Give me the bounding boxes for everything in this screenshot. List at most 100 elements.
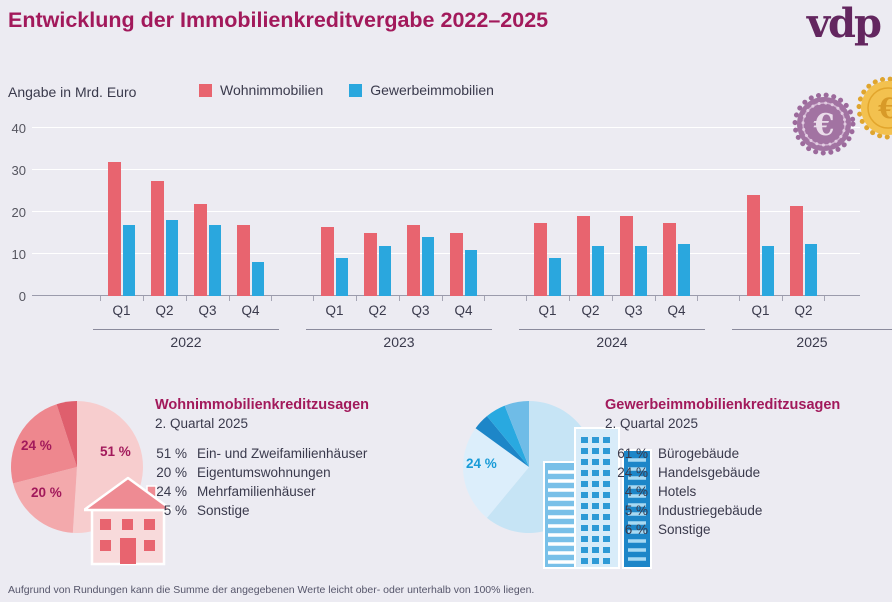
pie-slice-Mehrfamilienhäuser	[11, 404, 77, 484]
bar-gewerbe-2023-q2	[379, 245, 391, 296]
breakdown-pct: 20 %	[156, 465, 187, 480]
quarter-label: Q1	[751, 303, 770, 318]
bar-gewerbe-2024-q4	[678, 243, 690, 296]
breakdown-row: 51 % Ein- und Zweifamilienhäuser	[155, 444, 455, 463]
bar-wohn-2022-q1	[108, 161, 121, 296]
pie-slice-Sonstige	[56, 401, 77, 467]
quarter-2023-q2: Q2	[356, 120, 399, 318]
year-group-2023: Q1 Q2 Q3 Q4 2023	[306, 120, 492, 350]
breakdown-row: 4 % Hotels	[605, 482, 892, 501]
gridline	[32, 253, 860, 254]
bar-wohn-2024-q1	[534, 222, 547, 296]
bar-gewerbe-2025-q1	[762, 245, 774, 296]
gewerbe-breakdown-subtitle: 2. Quartal 2025	[605, 416, 699, 431]
legend-item-gewerbeimmobilien: Gewerbeimmobilien	[349, 82, 494, 98]
quarter-label: Q1	[538, 303, 557, 318]
gewerbe-pie-label-24: 24 %	[466, 456, 497, 471]
year-label: 2023	[383, 334, 415, 350]
quarter-2024-q2: Q2	[569, 120, 612, 318]
breakdown-name: Eigentumswohnungen	[197, 465, 331, 480]
wohn-breakdown-heading: Wohnimmobilienkreditzusagen	[155, 397, 370, 413]
svg-text:€: €	[877, 92, 892, 125]
quarter-2025-q2: Q2	[782, 120, 825, 318]
bar-wohn-2025-q2	[790, 205, 803, 296]
footnote: Aufgrund von Rundungen kann die Summe de…	[8, 584, 535, 596]
wohn-breakdown-block: Wohnimmobilienkreditzusagen 2. Quartal 2…	[155, 397, 455, 520]
quarter-2022-q4: Q4	[229, 120, 272, 318]
bar-wohn-2023-q3	[407, 224, 420, 296]
bar-wohn-2022-q4	[237, 224, 250, 296]
legend-label-gewerbeimmobilien: Gewerbeimmobilien	[370, 82, 494, 98]
quarter-label: Q1	[112, 303, 131, 318]
quarter-label: Q1	[325, 303, 344, 318]
pie-slice-Hotels	[475, 416, 529, 467]
bar-wohn-2024-q3	[620, 216, 633, 296]
quarter-label: Q4	[667, 303, 686, 318]
gold-coin-icon: €	[856, 76, 892, 140]
legend-swatch-blue	[349, 83, 363, 97]
breakdown-row: 6 % Sonstige	[605, 520, 892, 539]
quarter-label: Q2	[368, 303, 387, 318]
gewerbe-breakdown-block: Gewerbeimmobilienkreditzusagen 2. Quarta…	[605, 397, 892, 539]
bar-gewerbe-2023-q4	[465, 249, 477, 296]
quarter-2023-q4: Q4	[442, 120, 485, 318]
breakdown-pct: 61 %	[617, 446, 648, 461]
quarter-2023-q1: Q1	[313, 120, 356, 318]
y-axis-tick-label: 20	[11, 205, 26, 220]
year-label: 2025	[796, 334, 828, 350]
legend-item-wohnimmobilien: Wohnimmobilien	[199, 82, 323, 98]
gridline	[32, 169, 860, 170]
year-label: 2024	[596, 334, 628, 350]
breakdown-row: 20 % Eigentumswohnungen	[155, 463, 455, 482]
quarter-label: Q3	[624, 303, 643, 318]
breakdown-name: Sonstige	[658, 522, 711, 537]
bar-gewerbe-2024-q2	[592, 245, 604, 296]
breakdown-row: 24 % Handelsgebäude	[605, 463, 892, 482]
bar-wohn-2023-q1	[321, 226, 334, 296]
bar-wohn-2022-q2	[151, 180, 164, 296]
gridline	[32, 211, 860, 212]
year-label: 2022	[170, 334, 202, 350]
quarter-2022-q3: Q3	[186, 120, 229, 318]
bar-gewerbe-2023-q3	[422, 237, 434, 296]
breakdown-pct: 5 %	[163, 503, 187, 518]
bar-gewerbe-2023-q1	[336, 258, 348, 296]
quarter-2023-q3: Q3	[399, 120, 442, 318]
pie-slice-Industriegebäude	[486, 405, 529, 467]
breakdown-row: 61 % Bürogebäude	[605, 444, 892, 463]
year-group-2025: Q1 Q2 2025	[732, 120, 892, 350]
breakdown-pct: 5 %	[624, 503, 648, 518]
bottom-strip	[0, 602, 892, 611]
breakdown-pct: 24 %	[156, 484, 187, 499]
quarter-2025-q1: Q1	[739, 120, 782, 318]
y-axis-tick-label: 30	[11, 163, 26, 178]
year-axis-line	[732, 329, 892, 330]
x-axis-line	[32, 295, 860, 296]
year-group-2022: Q1 Q2 Q3 Q4 2022	[93, 120, 279, 350]
bar-chart: 0 10 20 30 40 Q1 Q2 Q3 Q4 2022 Q1 Q2 Q3 Q4 2023 Q1 Q2 Q3 Q…	[12, 120, 892, 350]
breakdown-pct: 24 %	[617, 465, 648, 480]
breakdown-row: 5 % Industriegebäude	[605, 501, 892, 520]
quarter-2022-q2: Q2	[143, 120, 186, 318]
bar-wohn-2023-q2	[364, 233, 377, 296]
bar-gewerbe-2022-q2	[166, 220, 178, 296]
breakdown-name: Bürogebäude	[658, 446, 740, 461]
y-axis-tick-label: 0	[18, 289, 26, 304]
bar-gewerbe-2022-q1	[123, 224, 135, 296]
quarter-label: Q2	[794, 303, 813, 318]
pie-slice-Sonstige	[504, 401, 529, 467]
bar-gewerbe-2022-q3	[209, 224, 221, 296]
pie-slice-Handelsgebäude	[463, 428, 529, 518]
bar-gewerbe-2022-q4	[252, 262, 264, 296]
quarter-2022-q1: Q1	[100, 120, 143, 318]
quarter-label: Q3	[198, 303, 217, 318]
quarter-2024-q3: Q3	[612, 120, 655, 318]
gewerbe-breakdown-list: 61 % Bürogebäude 24 % Handelsgebäude 4 % Hote…	[605, 444, 892, 539]
breakdown-pct: 6 %	[624, 522, 648, 537]
bar-wohn-2024-q2	[577, 216, 590, 296]
vdp-logo: vdp	[806, 0, 882, 47]
breakdown-name: Industriegebäude	[658, 503, 763, 518]
wohn-pie-label-24: 24 %	[21, 438, 52, 453]
breakdown-name: Handelsgebäude	[658, 465, 761, 480]
